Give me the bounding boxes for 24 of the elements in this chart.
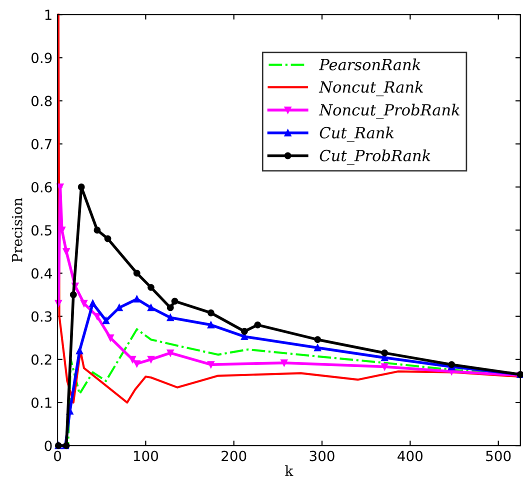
y-tick-label: 1 xyxy=(45,10,52,20)
legend-label: Noncut_ProbRank xyxy=(318,104,460,120)
y-tick-label: 0.1 xyxy=(31,397,52,408)
x-tick-label: 400 xyxy=(398,450,423,462)
legend-label: Cut_Rank xyxy=(320,126,394,142)
x-tick-label: 200 xyxy=(222,450,246,462)
legend-label: Cut_ProbRank xyxy=(320,150,430,165)
y-tick-label: 0.4 xyxy=(31,268,52,279)
y-tick-label: 0 xyxy=(44,440,52,452)
y-tick-label: 0.9 xyxy=(31,52,52,64)
y-tick-label: 0.7 xyxy=(31,138,52,150)
y-tick-label: 0.8 xyxy=(31,96,52,106)
y-tick-label: 0.2 xyxy=(31,354,52,365)
y-tick-label: 0.3 xyxy=(31,311,52,322)
legend-label: Noncut_Rank xyxy=(318,80,423,96)
y-tick-label: 0.6 xyxy=(31,182,52,192)
y-tick-label: 0.5 xyxy=(31,225,52,236)
legend-label: PearsonRank xyxy=(318,58,420,70)
x-axis-title: k xyxy=(285,465,294,476)
x-tick-label: 300 xyxy=(310,450,334,462)
x-tick-label: 0 xyxy=(54,450,62,462)
x-tick-label: 100 xyxy=(134,450,158,462)
x-tick-label: 500 xyxy=(486,450,511,462)
y-axis-title: Precision xyxy=(12,198,22,262)
